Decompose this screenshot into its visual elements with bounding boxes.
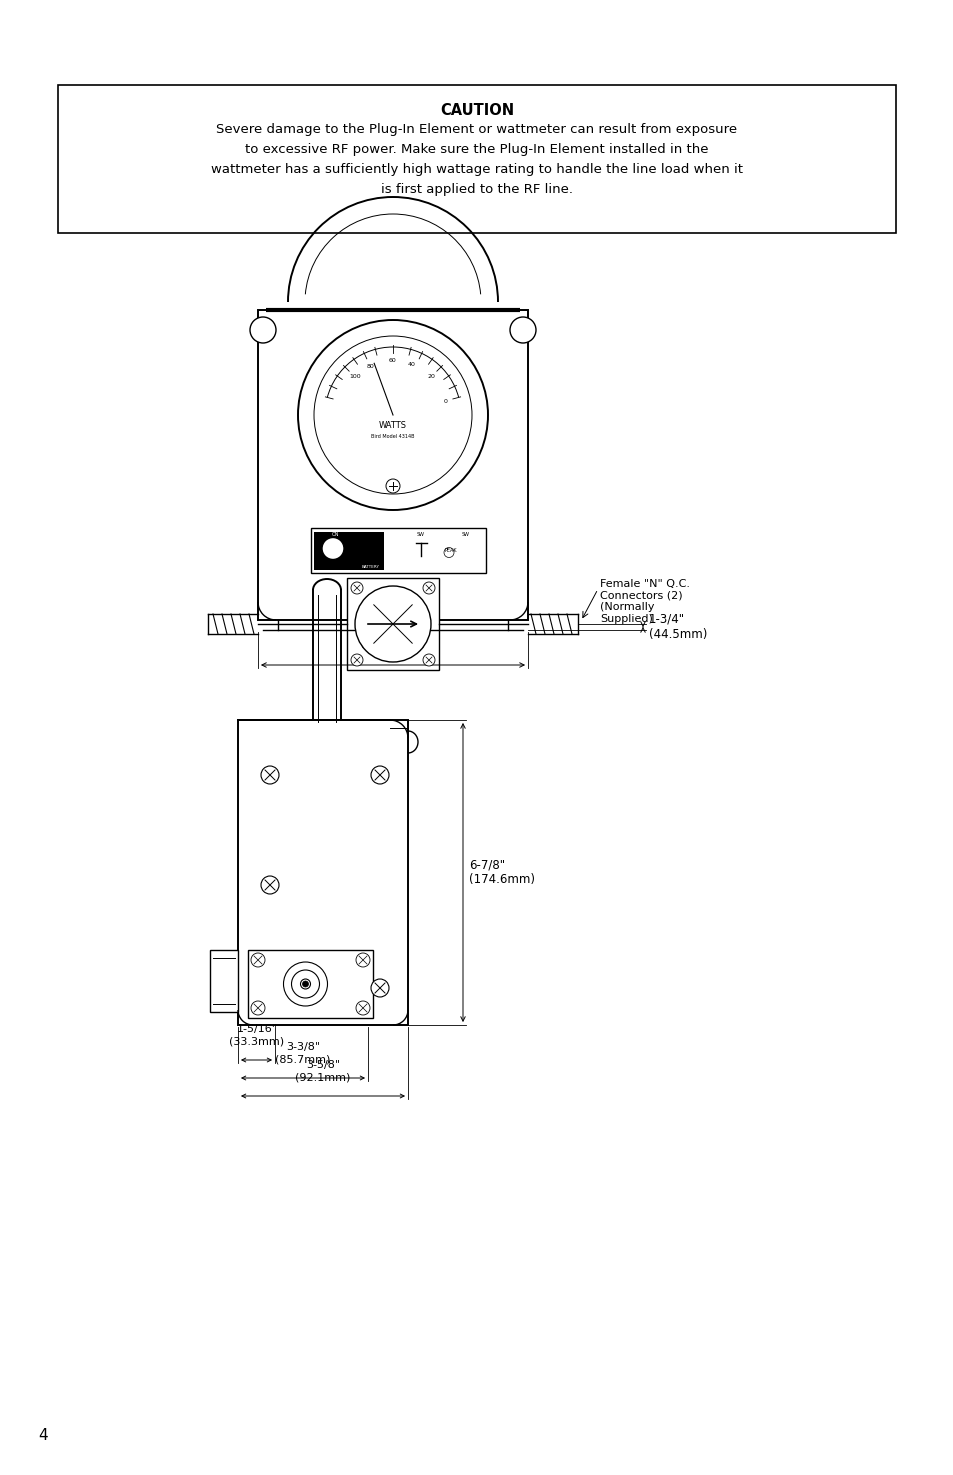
Text: 1-5/16"
(33.3mm): 1-5/16" (33.3mm) — [230, 1025, 284, 1046]
Text: wattmeter has a sufficiently high wattage rating to handle the line load when it: wattmeter has a sufficiently high wattag… — [211, 164, 742, 176]
Text: WATTS: WATTS — [378, 420, 407, 429]
Text: PEAK: PEAK — [444, 549, 456, 553]
Text: 3-3/8"
(85.7mm): 3-3/8" (85.7mm) — [275, 1043, 331, 1063]
Bar — [314, 532, 384, 569]
Circle shape — [251, 953, 265, 968]
Circle shape — [422, 653, 435, 667]
Text: 40: 40 — [407, 361, 415, 367]
Bar — [210, 950, 237, 1012]
Circle shape — [302, 981, 308, 987]
Text: Severe damage to the Plug-In Element or wattmeter can result from exposure: Severe damage to the Plug-In Element or … — [216, 122, 737, 136]
Circle shape — [355, 586, 431, 662]
Circle shape — [250, 317, 275, 344]
Circle shape — [422, 583, 435, 594]
Circle shape — [322, 537, 344, 559]
Circle shape — [371, 766, 389, 785]
Text: 6-7/8"
(174.6mm): 6-7/8" (174.6mm) — [469, 858, 535, 886]
Circle shape — [283, 962, 327, 1006]
Bar — [257, 310, 527, 620]
Text: to excessive RF power. Make sure the Plug-In Element installed in the: to excessive RF power. Make sure the Plu… — [245, 143, 708, 156]
Circle shape — [300, 979, 310, 990]
Text: 3-5/8"
(92.1mm): 3-5/8" (92.1mm) — [295, 1061, 351, 1083]
Bar — [347, 578, 438, 670]
Text: 1-3/4"
(44.5mm): 1-3/4" (44.5mm) — [648, 614, 706, 642]
Text: ON: ON — [332, 532, 339, 537]
Circle shape — [251, 1002, 265, 1015]
Circle shape — [351, 583, 363, 594]
Bar — [311, 528, 485, 572]
Bar — [237, 720, 408, 1025]
Text: 4"
(101.6mm): 4" (101.6mm) — [359, 622, 425, 650]
Circle shape — [371, 979, 389, 997]
Circle shape — [355, 1002, 370, 1015]
Circle shape — [510, 317, 536, 344]
Text: 80: 80 — [366, 363, 374, 369]
Text: CAUTION: CAUTION — [439, 103, 514, 118]
Text: 60: 60 — [389, 358, 396, 363]
Text: SW: SW — [461, 532, 470, 537]
Text: 0: 0 — [443, 398, 447, 404]
Circle shape — [261, 766, 278, 785]
Circle shape — [386, 479, 399, 493]
Circle shape — [351, 653, 363, 667]
Circle shape — [443, 547, 454, 558]
Bar — [248, 950, 373, 1018]
Circle shape — [297, 320, 488, 510]
Text: SW: SW — [416, 532, 424, 537]
Text: 100: 100 — [349, 375, 360, 379]
Text: Female "N" Q.C.
Connectors (2)
(Normally
Supplied): Female "N" Q.C. Connectors (2) (Normally… — [599, 580, 689, 624]
Circle shape — [355, 953, 370, 968]
Text: 4: 4 — [38, 1428, 48, 1443]
Text: 20: 20 — [427, 375, 435, 379]
Text: BATTERY: BATTERY — [361, 565, 379, 569]
Circle shape — [292, 971, 319, 999]
Circle shape — [261, 876, 278, 894]
Text: is first applied to the RF line.: is first applied to the RF line. — [380, 183, 573, 196]
Circle shape — [314, 336, 472, 494]
Text: Bird Model 4314B: Bird Model 4314B — [371, 435, 415, 440]
Bar — [58, 86, 895, 233]
